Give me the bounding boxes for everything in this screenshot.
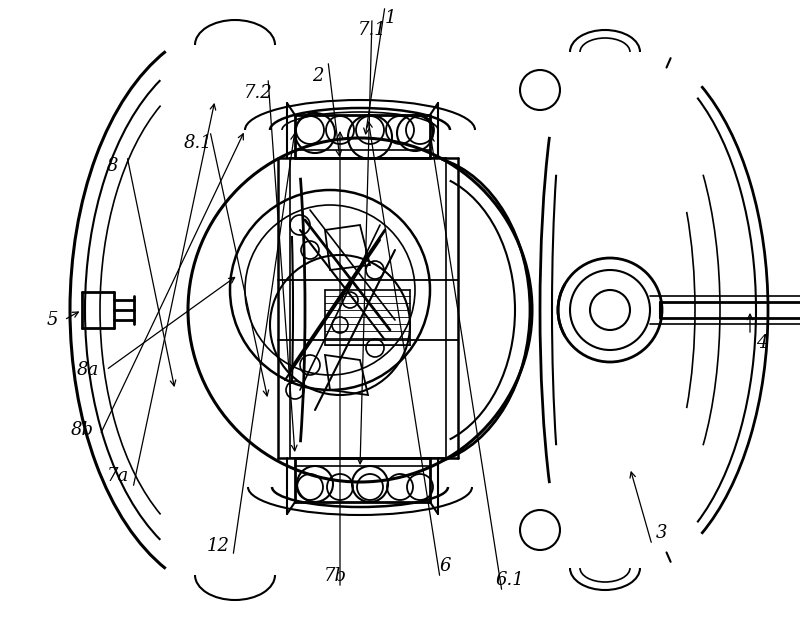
- Text: 3: 3: [656, 524, 668, 542]
- Text: 7.1: 7.1: [358, 21, 386, 39]
- Text: 8.1: 8.1: [184, 134, 212, 152]
- Text: 2: 2: [312, 67, 324, 85]
- Text: 7.2: 7.2: [244, 84, 272, 102]
- Text: 7a: 7a: [107, 467, 129, 485]
- Text: 7b: 7b: [323, 567, 346, 585]
- Text: 6.1: 6.1: [496, 571, 524, 589]
- Text: 4: 4: [756, 334, 768, 352]
- Text: 12: 12: [206, 537, 230, 555]
- Text: 1: 1: [384, 9, 396, 27]
- Text: 8b: 8b: [70, 421, 94, 439]
- Text: 5: 5: [46, 311, 58, 329]
- Text: 6: 6: [439, 557, 450, 575]
- Text: 8: 8: [106, 157, 118, 175]
- Text: 8a: 8a: [77, 361, 99, 379]
